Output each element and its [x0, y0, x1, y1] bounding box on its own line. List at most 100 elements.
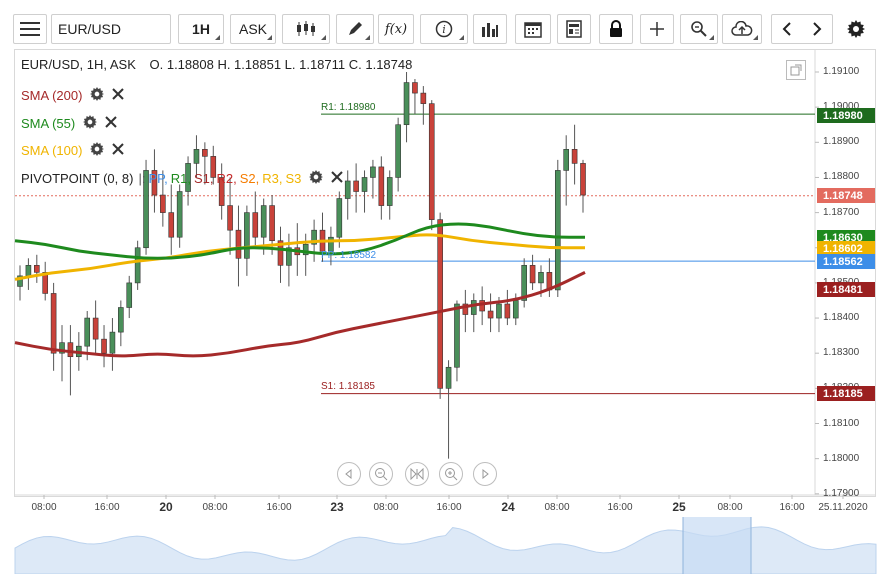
price-tag: 1.18980 — [817, 108, 875, 123]
reset-view-button[interactable] — [405, 462, 429, 486]
candle-body — [176, 191, 183, 238]
menu-button[interactable] — [13, 14, 47, 44]
bars-button[interactable] — [473, 14, 507, 44]
price-tick-label: 1.17900 — [823, 487, 860, 499]
candle-body — [92, 317, 99, 340]
chevron-right-icon[interactable] — [811, 21, 823, 37]
time-tick-label: 16:00 — [436, 502, 462, 513]
calendar-button[interactable] — [515, 14, 551, 44]
indicator-pivot-sep: |: — [138, 170, 146, 186]
time-tick-label: 24 — [501, 500, 515, 514]
gear-icon[interactable] — [90, 87, 105, 105]
crosshair-button[interactable] — [640, 14, 674, 44]
sma55-line — [14, 222, 585, 260]
candle-body — [134, 247, 141, 284]
zoom-button[interactable] — [680, 14, 718, 44]
fullscreen-button[interactable] — [786, 60, 806, 80]
indicator-sma200[interactable]: SMA (200) — [21, 82, 351, 110]
candlestick-icon — [297, 21, 315, 36]
pivot-r1: R1, — [170, 170, 191, 186]
candle-body — [496, 303, 502, 319]
chart-type-button[interactable] — [282, 14, 330, 44]
candle-body — [210, 156, 217, 178]
lock-button[interactable] — [599, 14, 633, 44]
indicator-sma100[interactable]: SMA (100) — [21, 137, 351, 165]
candle-body — [512, 300, 519, 319]
price-type-select[interactable]: ASK — [230, 14, 276, 44]
candle-body — [336, 198, 343, 238]
candle-body — [42, 272, 49, 294]
time-tick-label: 25.11.2020 — [818, 502, 868, 513]
candle-body — [286, 247, 292, 266]
scroll-left-button[interactable] — [337, 462, 361, 486]
candle-body — [370, 166, 376, 178]
bar-chart-icon — [482, 23, 498, 37]
pivot-pp: PP, — [148, 170, 168, 186]
candle-body — [160, 194, 166, 213]
symbol-input[interactable]: EUR/USD — [51, 14, 171, 44]
time-tick-label: 16:00 — [266, 502, 292, 513]
indicator-sma55[interactable]: SMA (55) — [21, 110, 351, 137]
expand-icon — [790, 64, 802, 76]
news-button[interactable] — [557, 14, 591, 44]
price-tag: 1.18481 — [817, 282, 875, 297]
time-tick-label: 08:00 — [202, 502, 228, 513]
price-tick-label: 1.18400 — [823, 312, 860, 324]
chevron-left-icon[interactable] — [781, 21, 793, 37]
candle-body — [143, 170, 149, 249]
candle-body — [269, 205, 275, 242]
close-icon[interactable] — [112, 88, 125, 104]
candle-body — [378, 166, 385, 206]
close-icon[interactable] — [331, 170, 344, 187]
news-icon — [566, 20, 582, 38]
pencil-icon — [349, 22, 362, 35]
close-icon[interactable] — [105, 115, 117, 132]
price-tick-label: 1.18100 — [823, 417, 860, 429]
overview-selection — [683, 517, 751, 574]
time-tick-label: 25 — [672, 500, 686, 514]
time-tick-label: 08:00 — [717, 502, 743, 513]
candle-body — [529, 265, 536, 284]
reset-icon — [410, 468, 424, 480]
info-button[interactable]: i — [420, 14, 468, 44]
indicator-pivot[interactable]: PIVOTPOINT (0, 8) |: PP, R1, S1, R2, S2,… — [21, 165, 351, 192]
zoom-in-button[interactable] — [439, 462, 463, 486]
zoom-out-button[interactable] — [369, 462, 393, 486]
calendar-icon — [524, 22, 542, 38]
price-tag: 1.18562 — [817, 254, 875, 269]
toolbar: EUR/USD 1H ASK f(x) i — [0, 0, 879, 44]
settings-button[interactable] — [840, 14, 872, 44]
timeframe-select[interactable]: 1H — [178, 14, 224, 44]
scroll-right-button[interactable] — [473, 462, 497, 486]
candle-body — [185, 163, 191, 192]
pivot-s1: S1, — [193, 170, 214, 186]
candle-body — [168, 212, 175, 238]
cloud-button[interactable] — [722, 14, 762, 44]
time-tick-label: 16:00 — [94, 502, 120, 513]
time-tick-label: 16:00 — [779, 502, 805, 513]
candle-body — [328, 236, 334, 252]
gear-icon[interactable] — [90, 142, 105, 160]
candle-body — [470, 300, 477, 315]
zoom-out-icon — [375, 468, 388, 481]
candle-body — [361, 177, 368, 192]
candle-body — [244, 212, 250, 259]
price-tag: 1.18748 — [817, 188, 875, 203]
candle-body — [101, 338, 107, 354]
candle-body — [193, 149, 200, 164]
draw-button[interactable] — [336, 14, 374, 44]
gear-icon[interactable] — [309, 169, 324, 188]
price-tag: 1.18602 — [817, 241, 875, 256]
candle-body — [260, 205, 267, 238]
pivot-s2: S2, — [239, 170, 260, 186]
info-icon: i — [435, 20, 453, 38]
candle-body — [344, 180, 351, 199]
function-button[interactable]: f(x) — [378, 14, 414, 44]
close-icon[interactable] — [112, 143, 125, 159]
candle-body — [84, 317, 91, 347]
candle-body — [538, 272, 544, 284]
gear-icon[interactable] — [83, 114, 98, 133]
candle-body — [445, 366, 452, 389]
sma200-line — [14, 270, 586, 358]
